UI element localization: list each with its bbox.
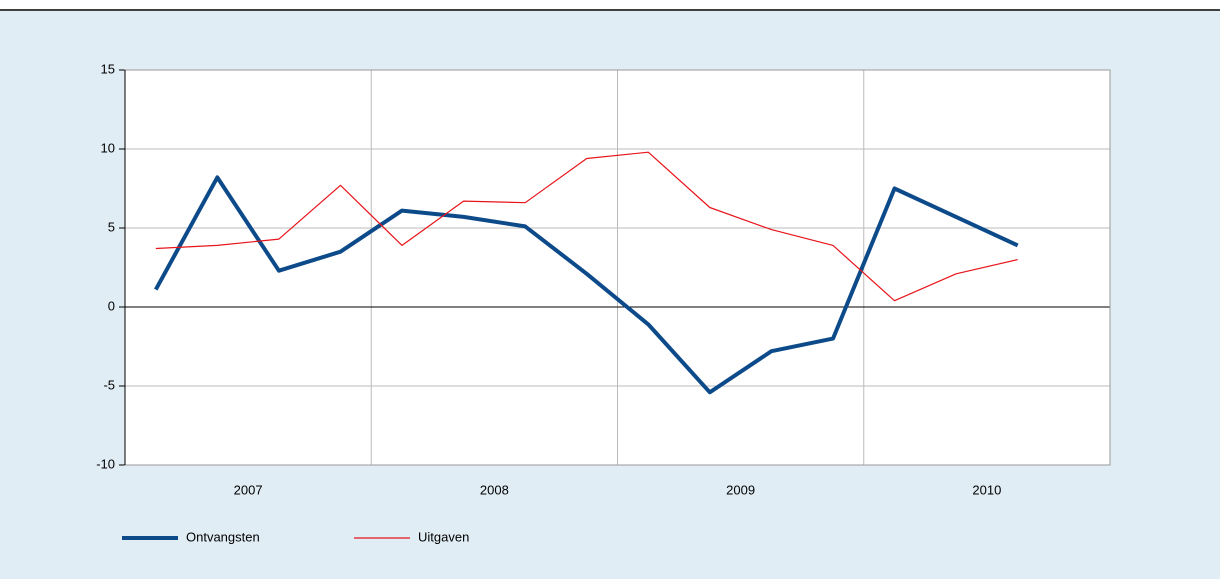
y-tick-label: -5 — [103, 377, 115, 392]
x-tick-label: 2007 — [234, 482, 263, 497]
x-tick-label: 2008 — [480, 482, 509, 497]
series-line — [154, 175, 1019, 395]
y-tick-label: 15 — [101, 61, 115, 76]
y-tick-label: -10 — [96, 456, 115, 471]
series-line — [155, 151, 1018, 302]
legend-label: Ontvangsten — [186, 529, 260, 544]
x-tick-label: 2010 — [972, 482, 1001, 497]
legend-label: Uitgaven — [418, 529, 469, 544]
y-tick-label: 5 — [108, 219, 115, 234]
x-tick-label: 2009 — [726, 482, 755, 497]
y-tick-label: 0 — [108, 298, 115, 313]
y-tick-label: 10 — [101, 140, 115, 155]
